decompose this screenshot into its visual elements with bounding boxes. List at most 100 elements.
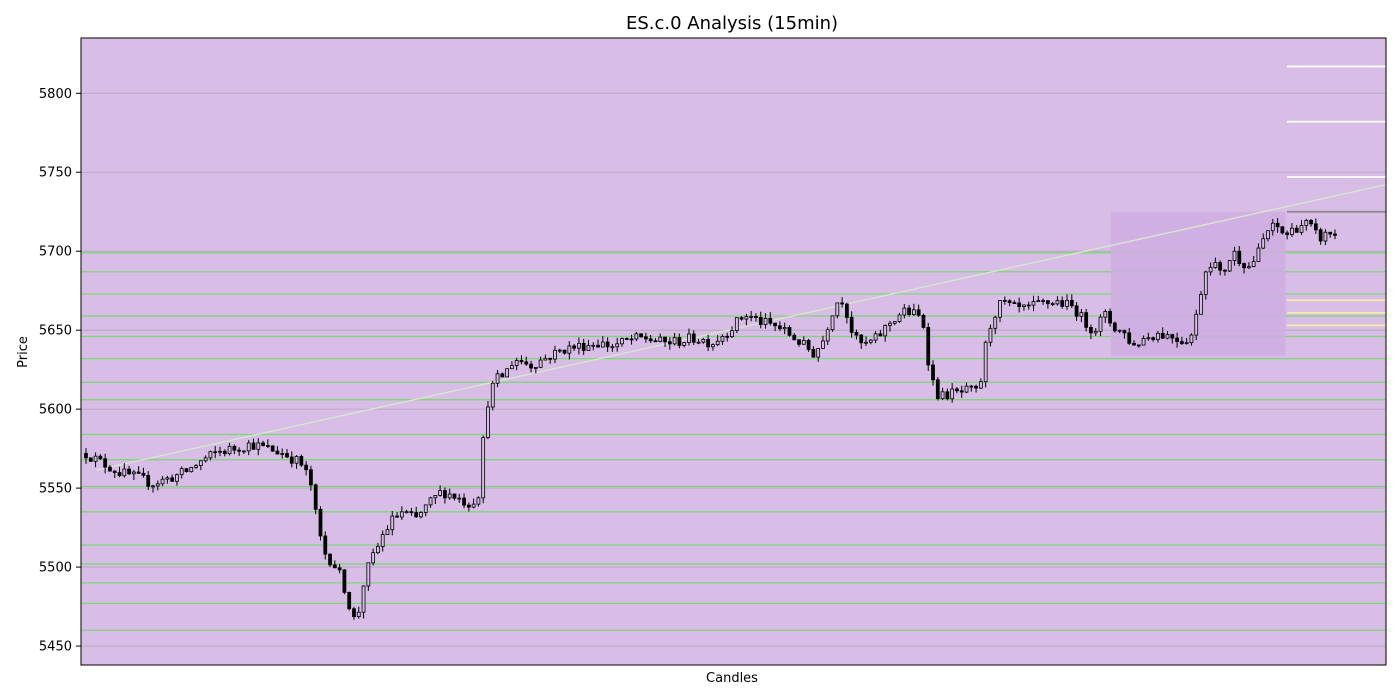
candle-body [476,497,481,505]
candle [1223,269,1227,276]
candle-body [261,442,265,446]
candle-body [734,317,739,331]
candle-body [959,390,964,393]
candle [868,339,873,345]
candle-body [146,475,151,487]
candle-body [768,317,773,324]
candle [667,337,672,350]
candle-body [1136,344,1141,347]
candle-body [634,333,639,340]
candle [1017,297,1022,313]
candle-body [1022,304,1026,307]
candle-body [1065,299,1069,307]
candle [1093,328,1098,337]
candle [270,445,275,452]
candle [1285,230,1290,240]
candle [251,438,256,450]
candle-body [265,445,270,447]
candle-body [395,515,399,518]
candle [342,569,347,595]
candle [409,507,414,516]
candle-body [1194,313,1199,336]
candle [486,400,490,440]
candle [246,440,251,456]
candle [754,313,758,322]
candle-body [170,477,175,482]
candle-body [1294,227,1299,233]
trendline [95,184,1387,471]
candle [98,454,103,461]
candle [361,585,366,619]
candle-body [1328,231,1333,235]
candle [1179,336,1184,345]
candle [969,384,974,392]
candle-body [1175,337,1179,342]
candle [151,484,155,493]
candle [653,338,658,343]
y-tick-label: 5750 [39,166,72,181]
candle [175,473,179,486]
candle [1069,294,1074,309]
candle [873,331,878,344]
candle [103,453,108,474]
candle-body [347,591,352,610]
candle [275,446,280,455]
candle-body [978,381,983,389]
candle-body [591,344,596,347]
highlight-box-layer [1110,211,1286,356]
candle [1022,304,1026,311]
candle [1251,255,1256,268]
candle-body [567,345,572,354]
candle [136,466,141,474]
candle [902,304,907,319]
candle [768,312,773,326]
candle-body [557,349,562,352]
candle [1189,333,1194,346]
candle-body [1079,312,1084,317]
candle-body [438,490,443,496]
candle [572,343,576,352]
candle-body [663,336,667,343]
candle [1026,301,1031,310]
candle-body [404,511,409,514]
candle [481,435,486,504]
candle-body [687,333,691,343]
candle [725,332,730,342]
candle-body [667,341,672,345]
candle-body [1093,330,1098,334]
candle-body [1218,262,1223,271]
candle-body [849,316,854,333]
candle [304,461,309,476]
candle [730,326,734,339]
candle-body [969,385,974,388]
candle [940,387,945,401]
candle [1156,331,1160,343]
candle-body [289,456,294,464]
candle-body [414,512,419,518]
candle [1117,329,1122,334]
candle-body [533,366,538,369]
candle-body [112,470,117,473]
candle [337,563,342,574]
candle [471,498,476,509]
candle-body [907,307,911,315]
candle [1112,321,1117,333]
candle-body [1256,247,1261,262]
candle-body [911,309,916,315]
candle [1084,308,1089,332]
candle-body [878,333,883,337]
candle [931,360,935,386]
candle-body [629,338,634,341]
candle [93,452,98,468]
candle [687,328,691,346]
candle [213,446,218,458]
candle-body [845,303,849,318]
candle [543,354,548,361]
candle-body [151,485,155,488]
candle-body [1160,332,1165,339]
candle [533,366,538,374]
candle [1208,262,1213,276]
candle [610,343,615,352]
candle-body [371,552,376,564]
candle-body [280,453,285,455]
